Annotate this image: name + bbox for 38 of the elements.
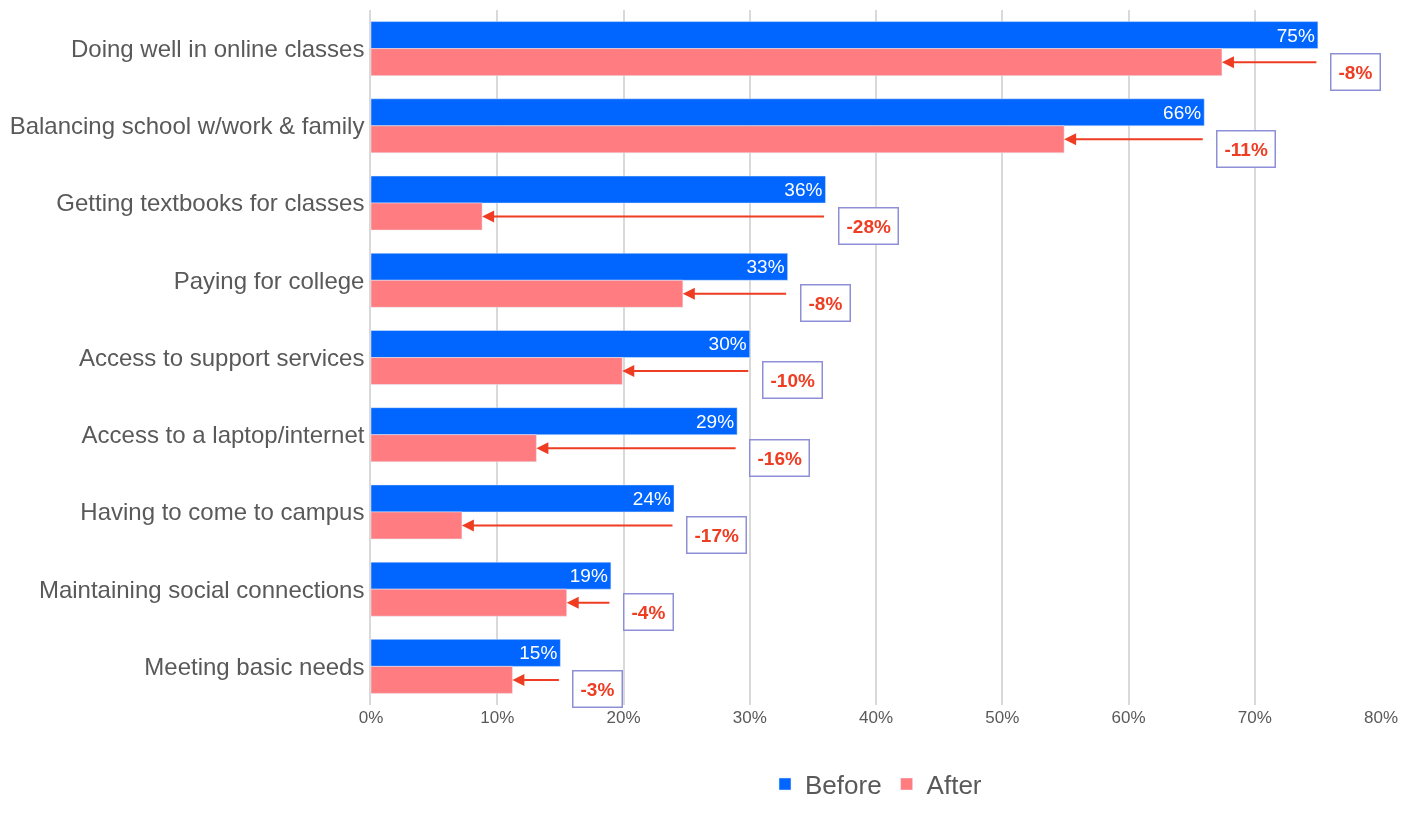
x-tick-label: 70%	[1237, 708, 1272, 727]
data-label: 29%	[696, 410, 735, 432]
data-label: 75%	[1276, 24, 1315, 46]
annotation: -10%	[770, 369, 815, 391]
x-tick-label: 40%	[858, 708, 894, 727]
data-label: 30%	[708, 333, 747, 355]
y-tick-label: Access to a laptop/internet	[81, 421, 365, 449]
x-tick-label: 50%	[985, 708, 1020, 727]
legend-label: After	[926, 770, 982, 801]
data-label: 36%	[784, 179, 823, 201]
annotation: -11%	[1224, 138, 1268, 160]
annotation: -28%	[846, 215, 891, 237]
y-tick-label: Meeting basic needs	[144, 652, 365, 680]
x-tick-label: 0%	[358, 708, 384, 727]
x-tick-label: 60%	[1111, 708, 1146, 727]
data-label: 66%	[1163, 101, 1202, 123]
data-label: 33%	[746, 256, 785, 278]
y-tick-label: Maintaining social connections	[38, 575, 365, 603]
data-label: 24%	[632, 487, 671, 509]
x-tick-label: 10%	[480, 708, 515, 727]
annotation: -4%	[631, 601, 666, 623]
y-tick-label: Having to come to campus	[80, 498, 365, 526]
y-tick-label: Access to support services	[79, 343, 365, 371]
y-tick-label: Doing well in online classes	[70, 35, 365, 63]
annotation: -3%	[580, 678, 615, 700]
annotation: -17%	[694, 524, 739, 546]
x-tick-label: 20%	[606, 708, 641, 727]
x-tick-label: 30%	[732, 708, 767, 727]
data-label: 19%	[569, 565, 608, 587]
x-tick-label: 80%	[1363, 708, 1399, 727]
annotation: -16%	[757, 447, 802, 469]
annotation: -8%	[1338, 61, 1373, 83]
y-tick-label: Paying for college	[173, 266, 365, 294]
y-tick-label: Balancing school w/work & family	[9, 112, 365, 140]
data-label: 15%	[519, 642, 558, 664]
annotation: -8%	[808, 292, 843, 314]
legend-label: Before	[805, 770, 882, 801]
y-tick-label: Getting textbooks for classes	[56, 189, 365, 217]
